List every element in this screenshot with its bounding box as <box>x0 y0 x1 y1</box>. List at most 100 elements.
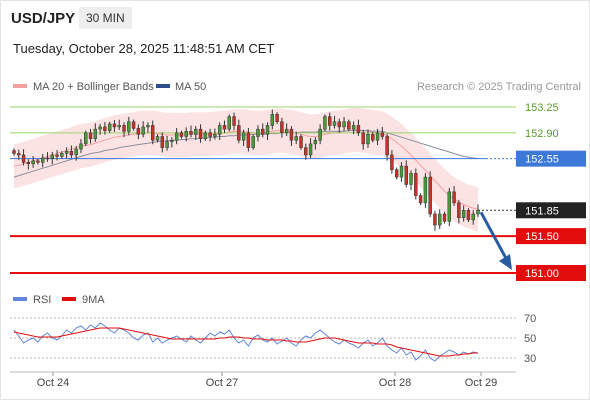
candle-body <box>189 131 193 135</box>
top-bar: USD/JPY 30 MIN <box>0 0 590 36</box>
candle <box>284 123 289 136</box>
candle-body <box>45 157 50 160</box>
candle-body <box>294 136 298 141</box>
forecast-arrow-head <box>499 254 512 270</box>
candle <box>12 148 16 156</box>
candle-body <box>241 132 246 141</box>
candle <box>141 121 145 138</box>
candle-body <box>261 128 265 135</box>
candle-body <box>390 154 394 170</box>
candle <box>327 112 332 131</box>
candle-body <box>442 213 447 222</box>
candle <box>107 121 112 133</box>
candle <box>241 129 246 146</box>
candle <box>232 112 236 131</box>
candle <box>26 159 31 170</box>
ma20-line <box>13 129 479 211</box>
candle <box>179 130 184 139</box>
rsi-tick-label: 70 <box>524 313 536 325</box>
candle <box>227 114 231 132</box>
candle-body <box>366 134 370 145</box>
candle <box>31 155 35 168</box>
symbol-title: USD/JPY <box>11 10 76 27</box>
candle-body <box>423 176 428 204</box>
candle-body <box>17 153 21 156</box>
candle-body <box>50 154 54 159</box>
candle <box>98 123 102 135</box>
candle-body <box>304 147 308 156</box>
candle-body <box>433 213 437 226</box>
candle-body <box>79 143 83 150</box>
candle-body <box>170 139 174 142</box>
candle <box>457 199 461 224</box>
candle-body <box>232 116 236 126</box>
timestamp: Tuesday, October 28, 2025 11:48:51 AM CE… <box>13 41 275 56</box>
candle <box>299 134 303 150</box>
candle-body <box>308 143 313 156</box>
rsi-series-9ma <box>13 327 478 357</box>
candle <box>461 205 466 222</box>
candle-body <box>356 125 361 134</box>
candle-body <box>213 134 217 137</box>
candle <box>222 120 227 134</box>
candle <box>184 127 188 142</box>
candle <box>170 137 174 148</box>
ma50-line <box>13 130 479 178</box>
candle <box>414 168 418 200</box>
candle <box>160 132 165 153</box>
candle <box>165 135 169 151</box>
legend-ma50-swatch <box>156 84 170 88</box>
candle <box>471 209 475 225</box>
candle <box>304 143 308 160</box>
candle <box>217 122 222 141</box>
candle <box>45 152 50 162</box>
candle-body <box>198 128 203 139</box>
candle <box>93 123 98 142</box>
legend-bb-swatch <box>13 84 27 88</box>
candle <box>151 120 155 145</box>
candle-body <box>112 123 117 128</box>
candle <box>84 130 88 147</box>
candle-body <box>208 132 212 137</box>
price-levels: 153.25 152.90 152.55 151.85 151.50 151.00 <box>10 102 586 281</box>
timeframe-badge[interactable]: 30 MIN <box>79 7 132 29</box>
x-tick-label: Oct 27 <box>206 377 238 389</box>
candle-body <box>217 125 222 135</box>
candle <box>265 122 270 141</box>
legend-9ma-label: 9MA <box>82 294 105 306</box>
candle <box>198 124 203 143</box>
candle-body <box>337 121 341 128</box>
candle <box>337 118 341 133</box>
candle-body <box>289 128 294 141</box>
moving-average-layer <box>13 129 479 211</box>
candle-body <box>361 132 365 145</box>
candle <box>294 131 298 145</box>
rsi-tick-label: 50 <box>524 333 536 345</box>
level-box-152-55 <box>516 150 586 167</box>
candle <box>261 123 265 138</box>
candle-body <box>447 191 452 222</box>
candle-body <box>12 150 16 154</box>
candle <box>289 126 294 146</box>
candle-body <box>93 128 98 139</box>
candle-body <box>222 125 227 130</box>
candle <box>423 173 428 208</box>
candle-body <box>414 173 418 196</box>
candle <box>208 128 212 142</box>
candle-body <box>461 210 466 218</box>
candle-body <box>237 125 241 141</box>
candle <box>17 149 21 160</box>
candle-body <box>399 165 404 178</box>
candle-body <box>275 114 279 123</box>
candle-body <box>36 160 40 163</box>
candle <box>342 116 346 131</box>
level-box-151-00 <box>516 265 586 281</box>
bollinger-band <box>14 107 478 232</box>
candle <box>112 119 117 132</box>
candle-body <box>203 132 208 139</box>
x-tick-label: Oct 28 <box>379 377 411 389</box>
candle-body <box>256 128 260 137</box>
candle-body <box>88 132 93 139</box>
candle <box>433 210 437 231</box>
candle-body <box>342 121 346 128</box>
